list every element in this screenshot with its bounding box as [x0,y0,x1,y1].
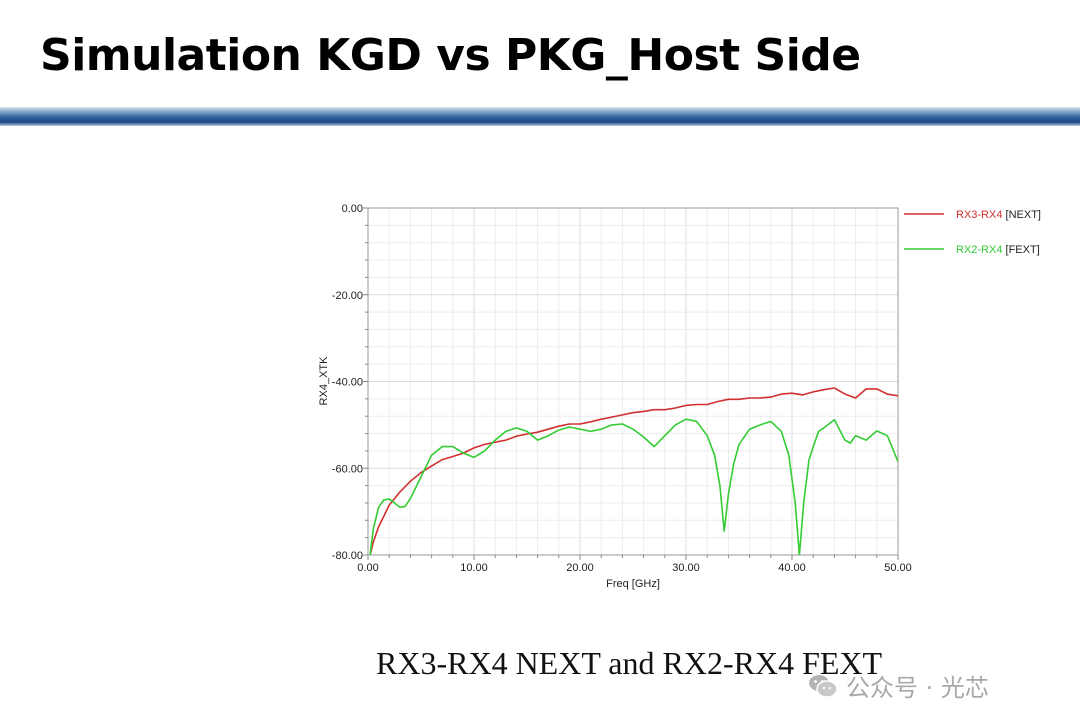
legend-series-name: RX2-RX4 [956,244,1006,256]
wechat-icon [809,674,838,698]
y-axis-label: RX4_XTK [318,356,330,406]
grid-lines [367,207,899,556]
chart-legend: RX3-RX4 [NEXT] RX2-RX4 [FEXT] [904,209,1041,256]
x-tick-label: 30.00 [672,562,700,574]
watermark-text: 公众号 · 光芯 [846,674,989,702]
legend-series-name: RX3-RX4 [956,209,1006,221]
series-line-rx3-rx4 [369,387,898,555]
x-tick-label: 40.00 [778,562,806,574]
x-tick-label: 50.00 [884,562,912,574]
series-line-rx2-rx4 [369,418,898,555]
x-axis-label: Freq [GHz] [606,578,660,590]
axis-ticks: 0.00 10.00 20.00 30.00 40.00 50.00 0.00 -20.00 -… [332,203,912,574]
y-tick-label: -80.00 [332,550,363,562]
y-tick-label: -40.00 [332,377,363,389]
watermark: 公众号 · 光芯 [808,668,989,703]
figure-caption: RX3-RX4 NEXT and RX2-RX4 FEXT [376,645,883,681]
legend-series-tag: [FEXT] [1006,244,1040,256]
y-tick-label: 0.00 [342,203,363,215]
x-tick-label: 10.00 [460,562,488,574]
legend-series-tag: [NEXT] [1006,209,1041,221]
x-tick-label: 0.00 [357,562,378,574]
legend-label: RX2-RX4 [FEXT] [956,244,1040,256]
x-tick-label: 20.00 [566,562,594,574]
slide-title: Simulation KGD vs PKG_Host Side [40,30,861,81]
title-divider-bar [0,107,1080,126]
y-tick-label: -60.00 [332,463,363,475]
y-tick-label: -20.00 [332,290,363,302]
legend-label: RX3-RX4 [NEXT] [956,209,1041,221]
series-lines [369,387,898,555]
